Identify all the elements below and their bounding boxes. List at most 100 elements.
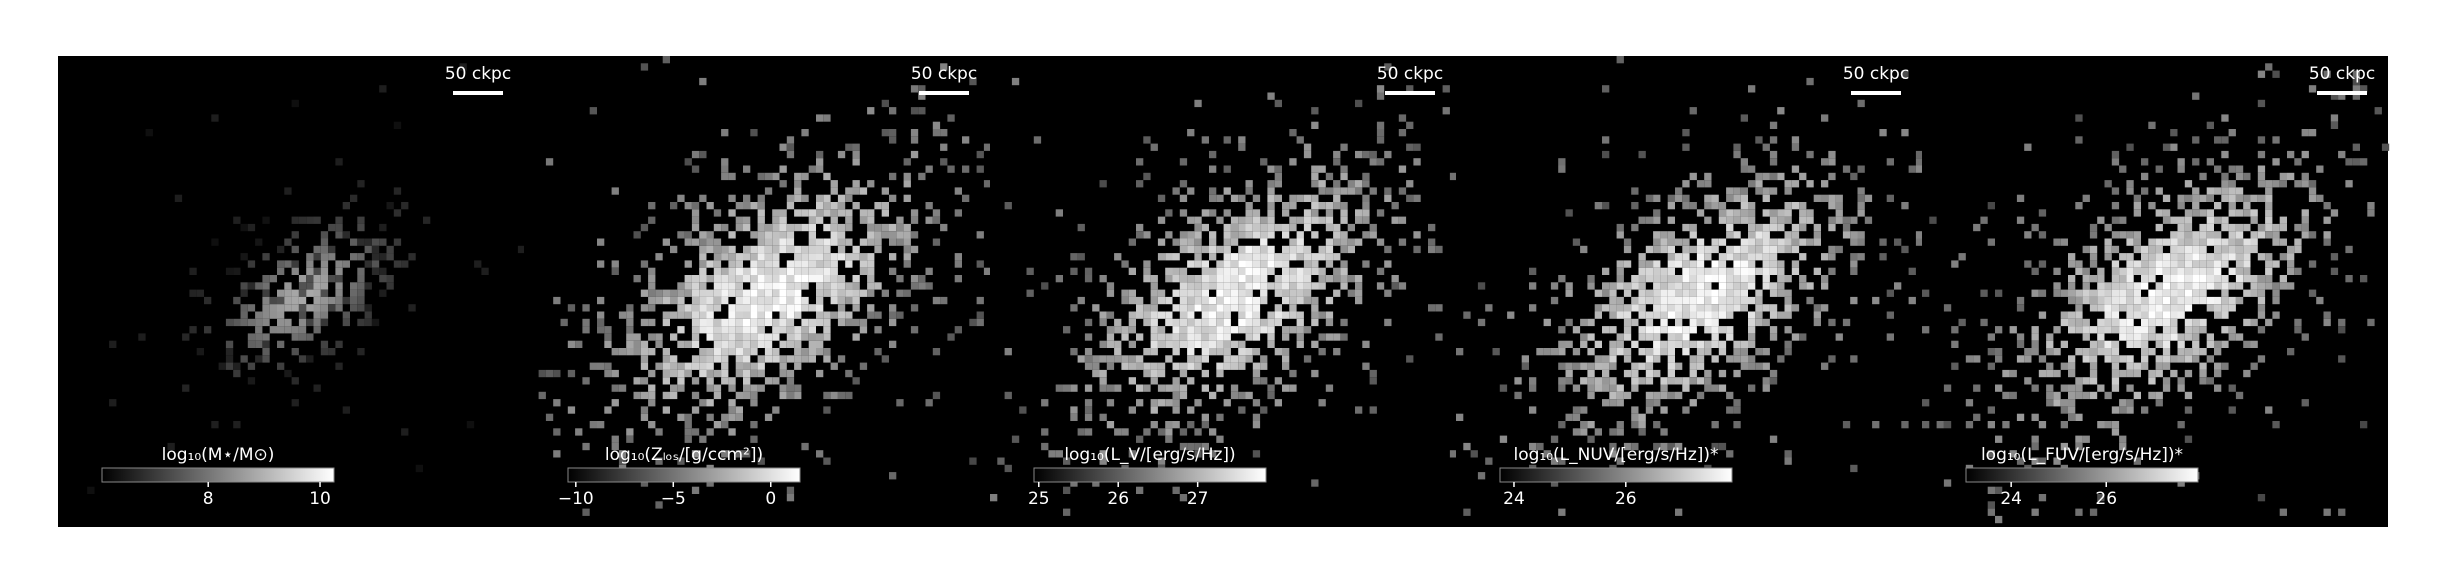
pixel (1733, 143, 1741, 151)
pixel (1726, 289, 1734, 297)
pixel (1194, 326, 1202, 334)
pixel (1187, 238, 1195, 246)
pixel (357, 180, 365, 188)
pixel (2170, 282, 2178, 290)
pixel (1653, 333, 1661, 341)
pixel (823, 457, 831, 465)
pixel (830, 289, 838, 297)
pixel (918, 92, 926, 100)
pixel (655, 428, 663, 436)
pixel (837, 202, 846, 210)
pixel (626, 428, 634, 436)
pixel (743, 369, 751, 378)
pixel (706, 318, 714, 327)
pixel (830, 231, 838, 239)
pixel (1821, 304, 1829, 312)
pixel (350, 289, 358, 297)
pixel (1106, 384, 1115, 392)
pixel (2141, 275, 2149, 283)
pixel (291, 260, 299, 268)
pixel (1748, 180, 1756, 188)
pixel (328, 223, 336, 232)
pixel (1973, 355, 1981, 363)
pixel (1682, 282, 1690, 290)
pixel (604, 362, 612, 370)
pixel (772, 406, 780, 414)
pixel (706, 304, 714, 312)
pixel (684, 282, 692, 290)
pixel (626, 318, 634, 327)
pixel (801, 209, 809, 217)
pixel (320, 245, 329, 254)
pixel (611, 399, 619, 407)
pixel (1602, 282, 1610, 290)
pixel (1282, 333, 1290, 341)
pixel (918, 107, 926, 115)
pixel (786, 150, 795, 159)
pixel (1055, 450, 1063, 458)
pixel (1289, 245, 1297, 254)
pixel (757, 369, 765, 378)
pixel (1828, 216, 1836, 224)
pixel (1645, 348, 1654, 356)
pixel (757, 202, 765, 210)
pixel (2221, 187, 2229, 195)
pixel (2177, 304, 2185, 312)
pixel (2133, 238, 2141, 246)
pixel (1325, 296, 1334, 305)
pixel (1711, 289, 1719, 297)
pixel (2243, 275, 2251, 283)
pixel (167, 442, 175, 451)
pixel (801, 172, 809, 181)
pixel (2038, 355, 2047, 363)
pixel (567, 406, 576, 414)
pixel (750, 296, 758, 305)
pixel (808, 253, 816, 261)
pixel (2265, 253, 2273, 261)
pixel (1660, 348, 1668, 356)
pixel (1645, 289, 1654, 297)
pixel (1718, 348, 1727, 356)
pixel (1704, 245, 1712, 254)
pixel (1318, 311, 1326, 319)
pixel (335, 275, 343, 283)
pixel (721, 172, 729, 181)
pixel (1638, 282, 1646, 290)
pixel (2111, 231, 2120, 239)
pixel (2243, 245, 2251, 254)
pixel (1682, 260, 1690, 268)
pixel (1704, 180, 1712, 188)
pixel (837, 194, 846, 202)
pixel (2257, 150, 2266, 159)
pixel (1711, 245, 1719, 254)
pixel (1689, 172, 1697, 181)
pixel (1311, 311, 1319, 319)
pixel (1318, 348, 1326, 356)
pixel (2235, 282, 2244, 290)
pixel (2177, 223, 2185, 232)
pixel (1223, 304, 1231, 312)
pixel (364, 282, 372, 290)
pixel (320, 260, 329, 268)
pixel (1179, 158, 1188, 166)
pixel (1187, 406, 1195, 414)
pixel (1784, 216, 1792, 224)
pixel (1274, 318, 1282, 327)
pixel (677, 326, 685, 334)
pixel (2053, 369, 2061, 378)
pixel (1660, 231, 1668, 239)
scale-bar (2317, 91, 2367, 95)
pixel (743, 194, 751, 202)
pixel (1609, 296, 1617, 305)
pixel (2192, 318, 2200, 327)
pixel (947, 165, 955, 173)
pixel (1886, 311, 1894, 319)
pixel (691, 296, 700, 305)
pixel (1165, 253, 1173, 261)
pixel (2119, 326, 2127, 334)
pixel (1638, 216, 1646, 224)
pixel (728, 245, 736, 254)
pixel (1704, 202, 1712, 210)
pixel (1274, 311, 1282, 319)
pixel (1252, 333, 1261, 341)
